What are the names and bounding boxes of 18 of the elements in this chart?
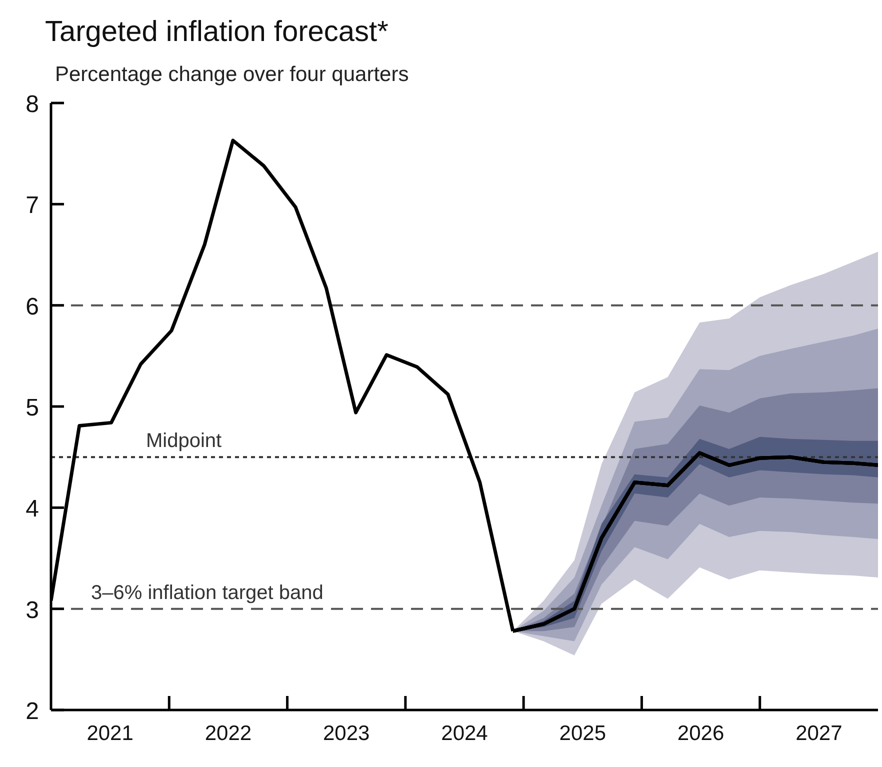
x-tick-label: 2025 — [559, 722, 606, 745]
x-tick-label: 2024 — [441, 722, 488, 745]
y-tick-label: 8 — [26, 91, 39, 118]
y-tick-label: 6 — [26, 293, 39, 320]
y-tick-label: 4 — [26, 496, 39, 523]
y-tick-label: 5 — [26, 394, 39, 422]
ref-line-label: 3–6% inflation target band — [91, 582, 324, 604]
y-tick-label: 2 — [26, 698, 39, 725]
y-tick-label: 7 — [26, 192, 39, 220]
y-tick-label: 3 — [26, 596, 39, 624]
x-tick-label: 2023 — [323, 722, 370, 745]
x-tick-label: 2026 — [677, 722, 724, 745]
x-tick-label: 2027 — [796, 722, 842, 745]
x-tick-label: 2021 — [86, 722, 134, 745]
x-tick-label: 2022 — [204, 722, 252, 745]
ref-line-label: Midpoint — [146, 430, 222, 452]
chart-subtitle: Percentage change over four quarters — [55, 63, 409, 87]
chart-title: Targeted inflation forecast* — [45, 16, 388, 49]
